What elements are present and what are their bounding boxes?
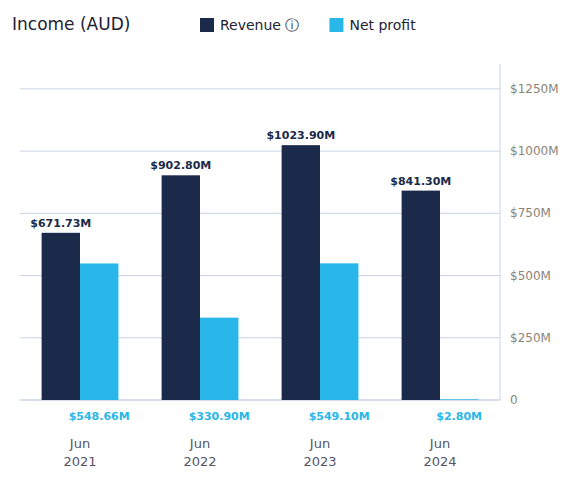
data-label: $549.10M	[309, 410, 370, 423]
grid	[20, 89, 500, 400]
bar	[402, 191, 440, 400]
legend-swatch	[200, 18, 214, 32]
x-tick-line: 2023	[303, 454, 336, 469]
legend-item: Net profit	[329, 17, 416, 33]
chart: Income (AUD) Revenue ⓘ Net profit 0 $250M $50…	[0, 0, 578, 493]
x-tick-line: 2024	[423, 454, 456, 469]
x-tick-label: Jun 2023	[303, 436, 336, 469]
x-tick-line: Jun	[429, 436, 450, 451]
x-tick-line: Jun	[189, 436, 210, 451]
bar	[42, 233, 80, 400]
bar	[80, 263, 118, 400]
grid-line	[20, 151, 500, 152]
data-label: $671.73M	[30, 217, 91, 230]
legend-item: Revenue ⓘ	[200, 17, 299, 33]
y-tick-label: $1250M	[510, 82, 559, 96]
x-tick-line: Jun	[69, 436, 90, 451]
data-labels: $671.73M $902.80M $1023.90M $841.30M $548.66…	[30, 129, 482, 423]
x-tick-label: Jun 2024	[423, 436, 456, 469]
x-tick-label: Jun 2021	[63, 436, 96, 469]
grid-line	[20, 88, 500, 89]
title: Income (AUD)	[12, 14, 130, 34]
data-label: $902.80M	[150, 159, 211, 172]
x-tick-line: Jun	[309, 436, 330, 451]
y-tick-label: $250M	[510, 331, 551, 345]
bar	[162, 175, 200, 400]
bar	[440, 399, 478, 400]
data-label: $1023.90M	[266, 129, 335, 142]
y-tick-label: 0	[510, 393, 518, 407]
x-tick-line: 2022	[183, 454, 216, 469]
legend-label: Net profit	[349, 17, 416, 33]
y-tick-label: $500M	[510, 269, 551, 283]
data-label: $548.66M	[69, 410, 130, 423]
legend-swatch	[329, 18, 343, 32]
x-tick-label: Jun 2022	[183, 436, 216, 469]
y-tick-label: $1000M	[510, 144, 559, 158]
data-label: $2.80M	[436, 410, 482, 423]
x-tick-line: 2021	[63, 454, 96, 469]
y-axis-line	[500, 64, 501, 400]
legend-label: Revenue ⓘ	[220, 17, 299, 33]
bar	[320, 263, 358, 400]
data-label: $330.90M	[189, 410, 250, 423]
data-label: $841.30M	[390, 175, 451, 188]
bars	[42, 145, 479, 400]
bar	[282, 145, 320, 400]
bar	[200, 318, 238, 400]
y-tick-label: $750M	[510, 206, 551, 220]
